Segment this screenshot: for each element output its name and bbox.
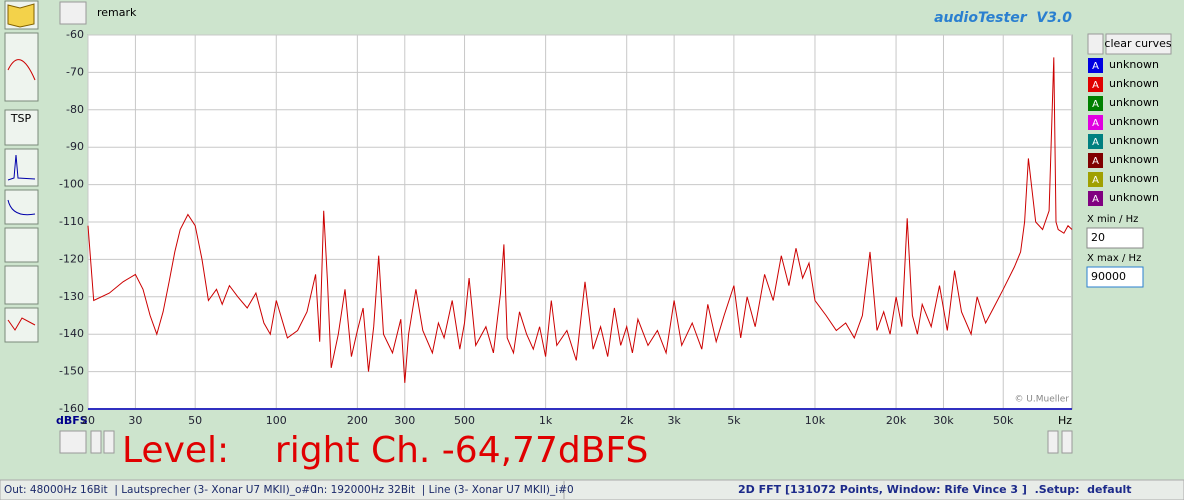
- watermark: © U.Mueller: [1014, 395, 1069, 405]
- x-unit: Hz: [1058, 414, 1072, 427]
- y-tick-label: -140: [59, 327, 84, 340]
- remark-label: remark: [97, 6, 137, 19]
- xmin-input[interactable]: [1086, 227, 1144, 249]
- curve-icon-label: A: [1092, 61, 1099, 72]
- x-tick-label: 10k: [805, 414, 826, 427]
- xmin-value: 20: [1091, 231, 1105, 244]
- tool-button[interactable]: [4, 109, 39, 146]
- status-bar: [0, 479, 1184, 500]
- y-tick-label: -120: [59, 252, 84, 265]
- scroll-right[interactable]: [1061, 430, 1073, 454]
- clear-curves-button[interactable]: [1105, 33, 1172, 55]
- xmin-label: X min / Hz: [1087, 214, 1138, 225]
- curve-name: unknown: [1109, 58, 1159, 71]
- tool-button[interactable]: [4, 307, 39, 343]
- toolbar: [4, 0, 39, 343]
- y-tick-label: -110: [59, 215, 84, 228]
- curve-icon-label: A: [1092, 99, 1099, 110]
- y-unit: dBFS: [56, 414, 88, 427]
- level-readout: Level: right Ch. -64,77dBFS: [122, 430, 648, 471]
- y-tick-label: -150: [59, 365, 84, 378]
- x-tick-label: 20: [81, 414, 95, 427]
- x-tick-label: 20k: [886, 414, 907, 427]
- app-title: audioTester V3.0: [934, 10, 1072, 26]
- curve-icon-label: A: [1092, 80, 1099, 91]
- scroll-right[interactable]: [103, 430, 115, 454]
- spinner[interactable]: [59, 430, 87, 454]
- xmax-label: X max / Hz: [1087, 253, 1141, 264]
- xmax-input[interactable]: [1086, 266, 1144, 288]
- scroll-left[interactable]: [90, 430, 102, 454]
- curve-icon[interactable]: [1088, 134, 1103, 149]
- curve-name: unknown: [1109, 77, 1159, 90]
- curve-icon[interactable]: [1088, 115, 1103, 130]
- tool-icon: [7, 154, 36, 181]
- button-label: clear curves: [1104, 37, 1171, 50]
- x-tick-label: 200: [347, 414, 368, 427]
- x-tick-label: 50k: [993, 414, 1014, 427]
- curve-icon-label: A: [1092, 194, 1099, 205]
- status-output: Out: 48000Hz 16Bit | Lautsprecher (3- Xo…: [4, 484, 317, 496]
- tool-button[interactable]: [4, 148, 39, 187]
- fft-curve: [87, 57, 1073, 383]
- tool-icon: [7, 3, 35, 28]
- curve-name: unknown: [1109, 115, 1159, 128]
- tool-button[interactable]: [4, 227, 39, 263]
- y-tick-label: -60: [66, 28, 84, 41]
- y-tick-label: -130: [59, 290, 84, 303]
- curve-icon[interactable]: [1088, 153, 1103, 168]
- tool-button[interactable]: [4, 265, 39, 305]
- x-tick-label: 3k: [667, 414, 681, 427]
- status-input: In: 192000Hz 32Bit | Line (3- Xonar U7 M…: [314, 484, 574, 496]
- x-tick-label: 100: [266, 414, 287, 427]
- curve-icon-label: A: [1092, 118, 1099, 129]
- x-tick-label: 2k: [620, 414, 634, 427]
- y-tick-label: -80: [66, 103, 84, 116]
- tool-button[interactable]: [4, 189, 39, 225]
- curve-name: unknown: [1109, 134, 1159, 147]
- curve-icon[interactable]: [1088, 96, 1103, 111]
- curve-icon[interactable]: [1088, 191, 1103, 206]
- spinner[interactable]: [59, 1, 87, 25]
- curve-name: unknown: [1109, 153, 1159, 166]
- y-tick-label: -70: [66, 65, 84, 78]
- x-tick-label: 30: [128, 414, 142, 427]
- curve-icon[interactable]: [1088, 77, 1103, 92]
- y-tick-label: -100: [59, 178, 84, 191]
- status-mode: 2D FFT [131072 Points, Window: Rife Vinc…: [738, 483, 1132, 496]
- x-tick-label: 30k: [933, 414, 954, 427]
- tool-icon: [7, 59, 36, 81]
- scroll-left[interactable]: [1047, 430, 1059, 454]
- curve-icon-label: A: [1092, 156, 1099, 167]
- y-tick-label: -90: [66, 140, 84, 153]
- xmax-value: 90000: [1091, 270, 1126, 283]
- tool-label: TSP: [10, 112, 32, 125]
- curve-name: unknown: [1109, 191, 1159, 204]
- curve-icon[interactable]: [1088, 172, 1103, 187]
- y-tick-label: -160: [59, 402, 84, 415]
- x-tick-label: 5k: [727, 414, 741, 427]
- tool-icon: [7, 317, 36, 331]
- curve-icon[interactable]: [1088, 58, 1103, 73]
- tool-icon: [7, 199, 36, 216]
- x-tick-label: 1k: [539, 414, 553, 427]
- x-tick-label: 300: [394, 414, 415, 427]
- curve-name: unknown: [1109, 96, 1159, 109]
- curve-icon-label: A: [1092, 175, 1099, 186]
- curve-icon-label: A: [1092, 137, 1099, 148]
- spinner[interactable]: [1087, 33, 1104, 55]
- x-tick-label: 500: [454, 414, 475, 427]
- curve-name: unknown: [1109, 172, 1159, 185]
- tool-button[interactable]: [4, 32, 39, 102]
- x-tick-label: 50: [188, 414, 202, 427]
